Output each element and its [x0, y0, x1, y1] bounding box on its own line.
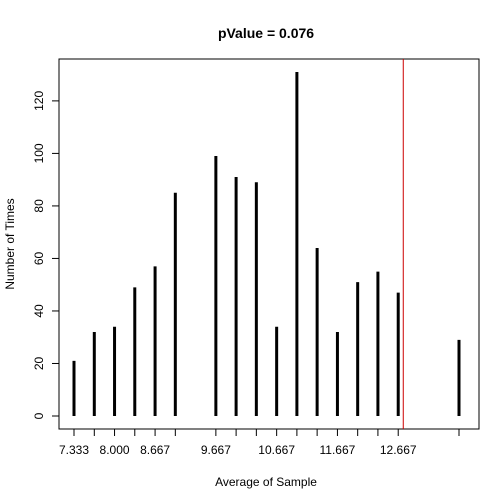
y-axis: 0 20 40 60 80 100 120	[32, 91, 59, 420]
plot-box	[59, 59, 479, 429]
y-axis-label: Number of Times	[3, 198, 17, 289]
x-tick-label: 7.333	[59, 443, 89, 457]
y-tick-label: 80	[32, 199, 46, 213]
y-tick-label: 100	[32, 143, 46, 163]
y-tick-label: 60	[32, 251, 46, 265]
y-tick-label: 0	[32, 412, 46, 419]
x-tick-label: 11.667	[320, 443, 356, 457]
y-tick-label: 20	[32, 356, 46, 370]
y-tick-label: 40	[32, 304, 46, 318]
x-axis: 7.333 8.000 8.667 9.667 10.667 11.667 12.667	[59, 429, 459, 457]
y-tick-label: 120	[32, 91, 46, 111]
x-axis-label: Average of Sample	[215, 475, 317, 489]
bars	[74, 72, 459, 416]
x-tick-label: 12.667	[380, 443, 417, 457]
x-tick-label: 10.667	[258, 443, 295, 457]
chart-title: pValue = 0.076	[218, 25, 314, 41]
x-tick-label: 8.667	[140, 443, 170, 457]
x-tick-label: 9.667	[201, 443, 231, 457]
x-tick-label: 8.000	[100, 443, 130, 457]
